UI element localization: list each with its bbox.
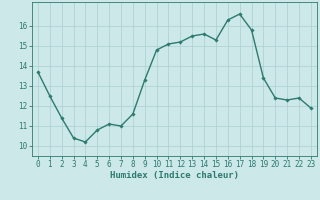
X-axis label: Humidex (Indice chaleur): Humidex (Indice chaleur) xyxy=(110,171,239,180)
